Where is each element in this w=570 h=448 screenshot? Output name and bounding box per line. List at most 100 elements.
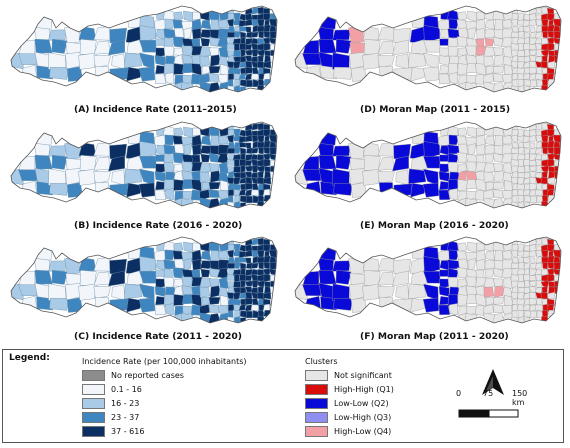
state-outline [294,5,562,93]
municipality-area [483,125,495,138]
state-outline [294,236,562,324]
municipality-area [458,11,468,21]
municipality-area [447,240,459,252]
municipality-area [423,52,439,70]
municipality-area [447,161,459,174]
municipality-area [138,297,156,313]
municipality-area [64,25,80,44]
municipality-area [173,47,183,56]
municipality-area [240,49,246,58]
municipality-area [377,40,394,55]
municipality-layer [295,237,561,323]
municipality-area [492,189,504,198]
municipality-area [257,154,265,161]
legend-label: Low-Low (Q2) [334,399,389,408]
municipality-area [218,135,229,145]
municipality-area [163,179,175,192]
municipality-area [529,262,538,269]
municipality-area [528,165,537,172]
municipality-area [302,40,320,55]
municipality-area [483,240,495,253]
municipality-area [154,304,167,316]
municipality-area [475,249,486,262]
municipality-area [318,269,337,285]
municipality-area [93,271,110,286]
legend-swatch [82,398,105,409]
municipality-area [457,278,467,287]
municipality-area [535,297,543,306]
municipality-area [475,154,485,164]
municipality-area [93,142,111,157]
municipality-area [362,283,382,301]
municipality-area [199,171,210,183]
municipality-area [502,45,513,58]
municipality-area [48,283,66,301]
municipality-area [547,24,555,33]
municipality-area [547,140,555,149]
municipality-area [483,171,494,183]
municipality-area [447,45,459,58]
municipality-area [208,163,220,172]
municipality-area [475,18,486,31]
municipality-area [510,292,519,300]
municipality-area [523,195,532,203]
municipality-area [109,27,127,44]
municipality-area [234,78,241,87]
municipality-area [529,26,536,33]
municipality-area [522,303,530,311]
municipality-area [251,147,259,154]
municipality-area [226,177,235,185]
municipality-area [263,140,271,149]
municipality-area [410,182,426,198]
municipality-area [318,38,337,54]
municipality-area [154,134,167,147]
municipality-area [191,154,201,164]
municipality-area [535,147,543,154]
municipality-area [475,269,485,279]
municipality-area [93,156,110,171]
municipality-area [511,310,518,319]
municipality-area [234,31,241,38]
municipality-area [501,259,514,271]
municipality-area [377,271,394,286]
municipality-area [262,298,271,306]
municipality-area [233,43,240,52]
municipality-area [554,160,561,167]
municipality-area [78,142,96,157]
municipality-area [208,73,220,82]
municipality-area [163,240,175,252]
municipality-area [183,241,193,253]
municipality-area [410,297,426,313]
municipality-area [18,271,36,286]
municipality-area [200,250,211,261]
municipality-area [111,284,126,301]
municipality-area [529,274,537,282]
municipality-area [218,250,229,260]
municipality-area [154,73,167,85]
municipality-area [457,163,467,172]
municipality-area [233,304,241,312]
municipality-area [510,61,519,69]
municipality-area [51,38,68,54]
municipality-area [239,42,248,51]
municipality-area [522,136,530,144]
municipality-area [438,134,451,147]
municipality-area [199,73,210,85]
municipality-area [245,31,254,38]
caption-a: (A) Incidence Rate (2011–2015) [74,104,237,115]
municipality-area [217,144,230,156]
municipality-area [422,297,440,313]
municipality-area [208,304,220,313]
municipality-area [108,155,126,172]
municipality-area [502,135,513,145]
municipality-area [227,31,236,38]
municipality-area [523,256,531,263]
municipality-area [511,189,519,197]
municipality-area [554,44,561,51]
municipality-area [362,26,380,41]
municipality-area [529,43,537,51]
municipality-area [263,158,271,167]
scale-label-0: 0 [456,389,462,398]
municipality-area [191,28,202,40]
municipality-area [457,294,468,306]
